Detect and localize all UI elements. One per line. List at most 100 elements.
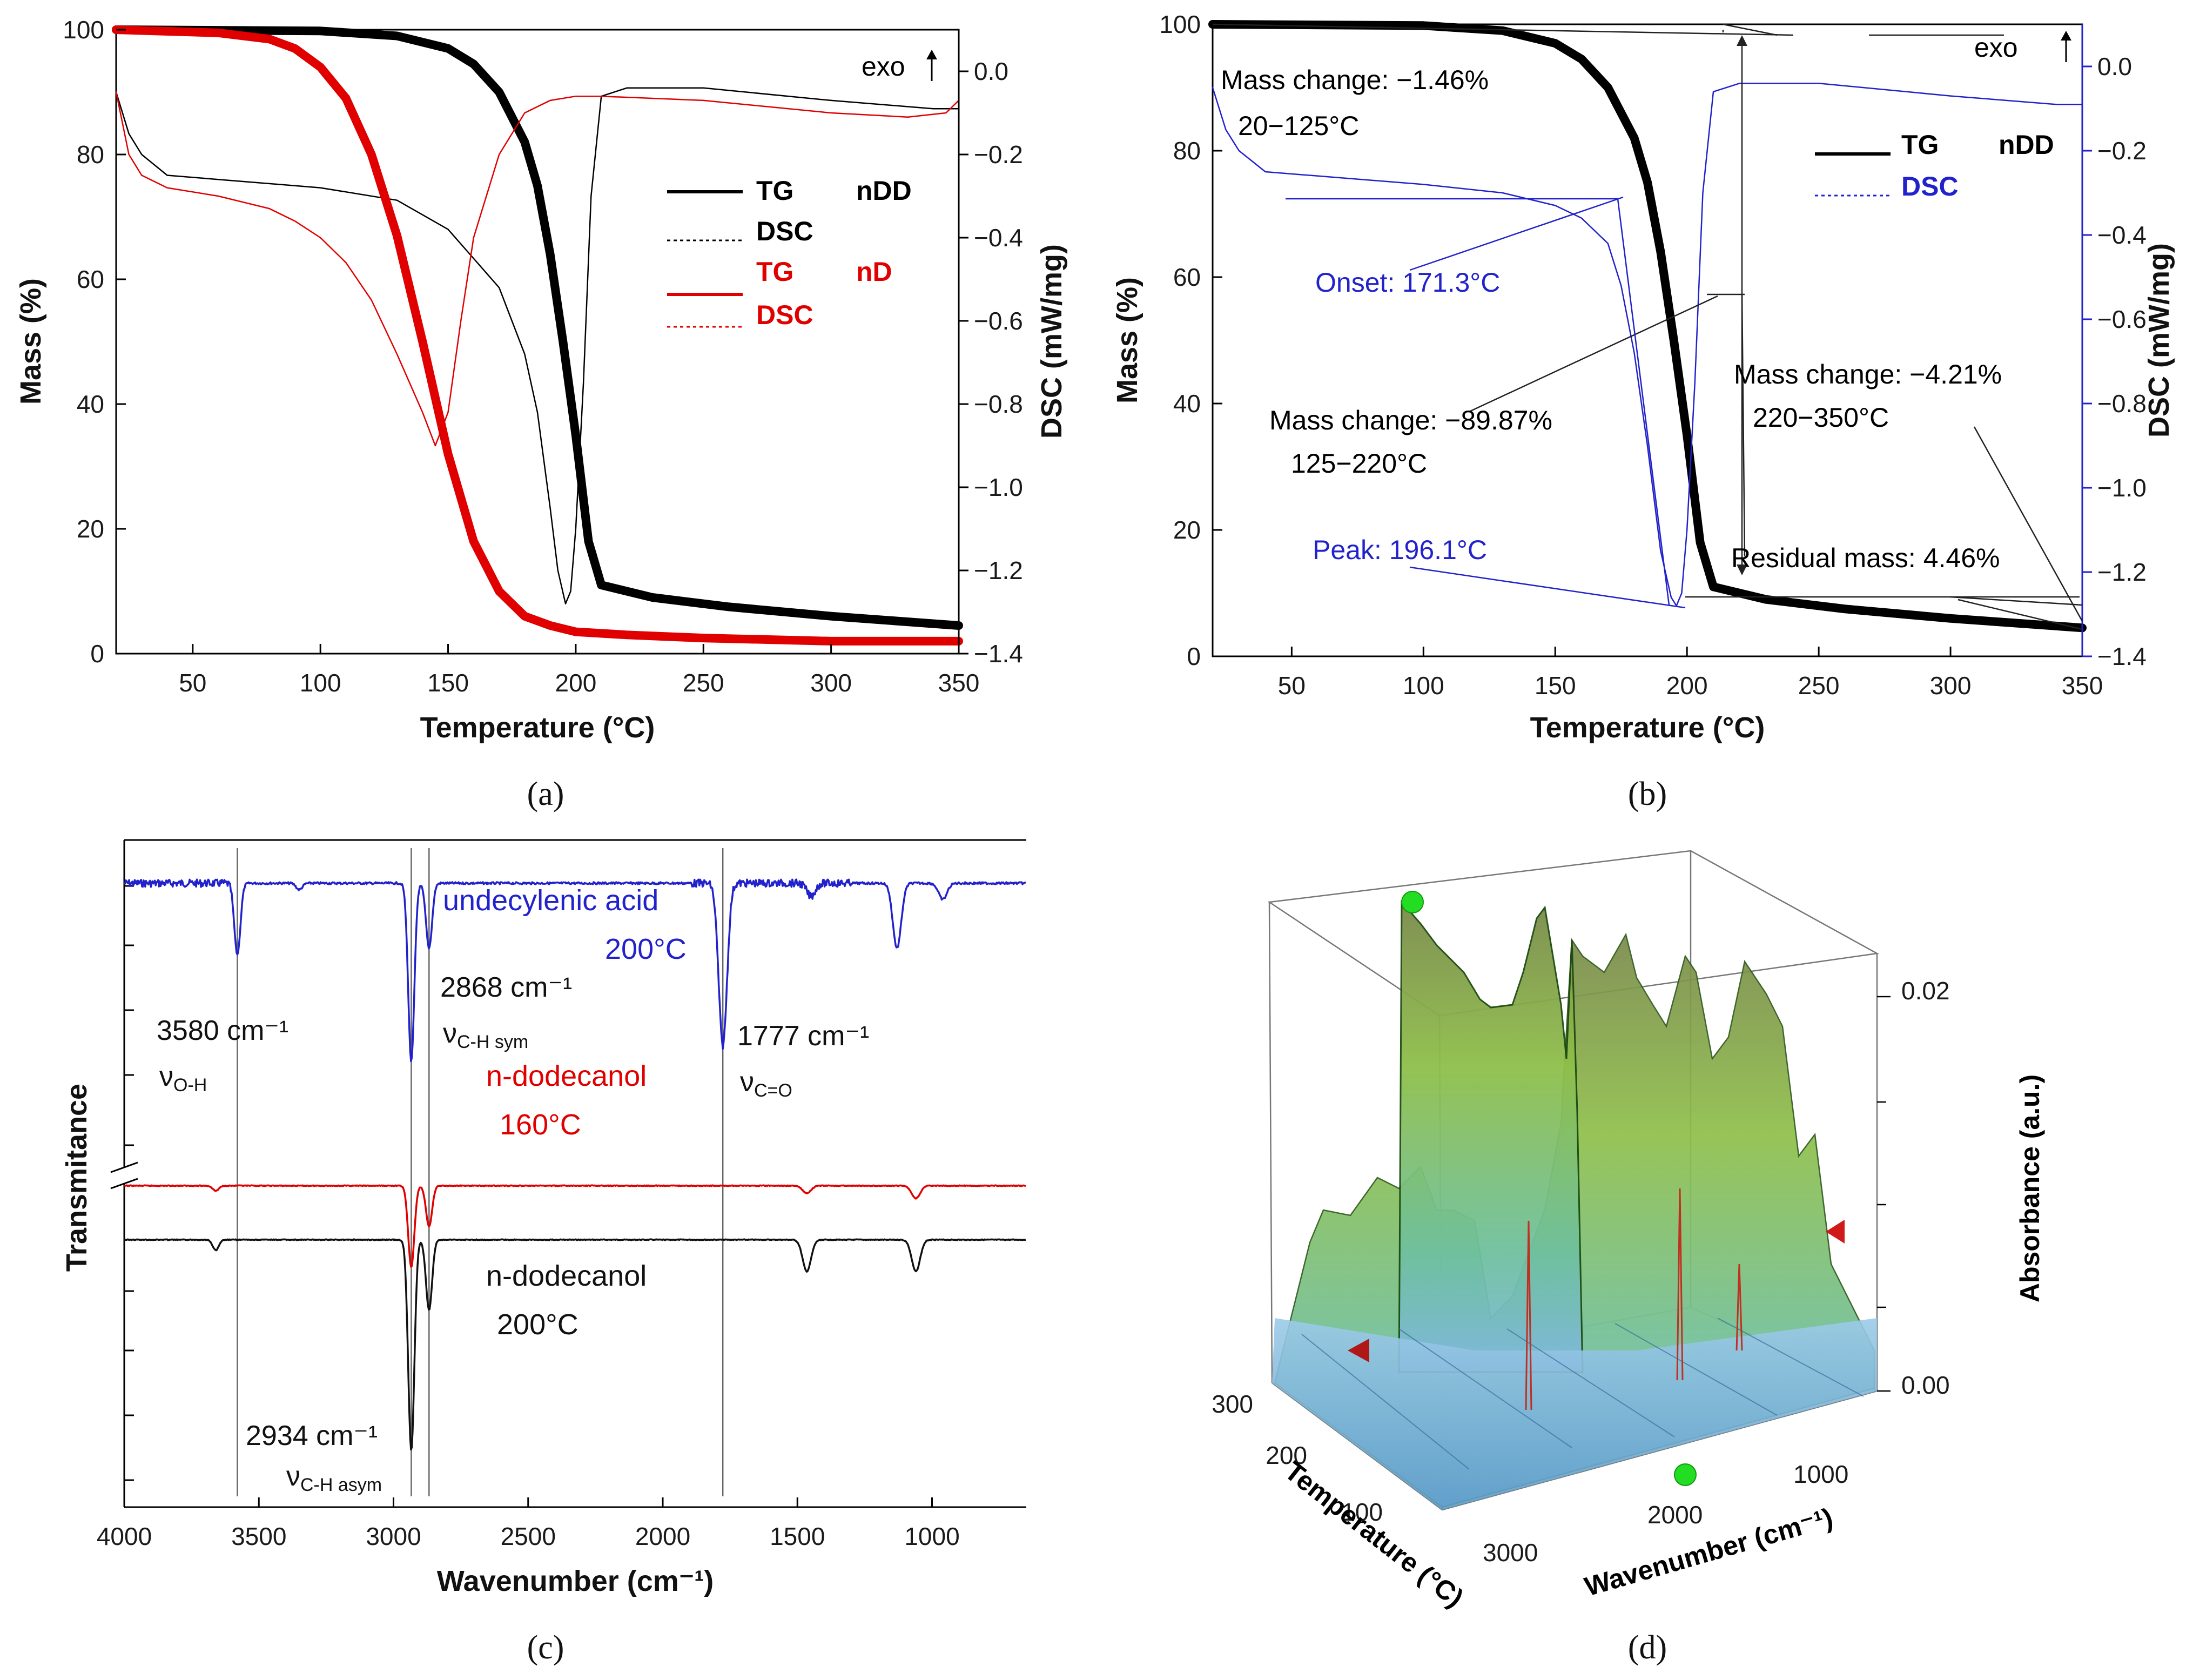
annotation-mass-change-3-b: Mass change: −4.21% [1734,359,2002,389]
marker-red-right-icon [1826,1220,1845,1244]
exo-label-a: exo [862,51,905,82]
surface-front-peak-d [1398,900,1584,1373]
y2-tick-0-6-a: −0.6 [974,307,1023,335]
y2-axis-label-b: DSC (mW/mg) [2143,243,2175,438]
series-label-dodecanol-200-c: n-dodecanol [486,1260,647,1292]
series-temp-dodecanol-160-c: 160°C [500,1108,581,1141]
x-tick-100-b: 100 [1403,671,1444,700]
y2-tick-0-8-b: −0.8 [2097,389,2147,418]
series-undecylenic-acid-200-c-c [124,878,1026,1063]
marker-label-3580-c: 3580 cm⁻¹ [157,1015,288,1046]
series-temp-undecylenic-c: 200°C [605,933,687,965]
caption-d: (d) [1628,1629,1667,1666]
y2-tick-1-0-b: −1.0 [2097,474,2147,502]
legend-label-dsc-nd-a: DSC [756,300,813,330]
legend-label-tg-nd-a: TG [756,257,793,287]
z-axis-label-d: Absorbance (a.u.) [2015,1074,2045,1302]
y2-tick-0-4-a: −0.4 [974,224,1023,252]
y2-tick-0-8-a: −0.8 [974,390,1023,418]
y-tick-200-d: 200 [1266,1441,1307,1469]
y-tick-80-b: 80 [1173,137,1201,165]
marker-green-bottom-icon [1674,1463,1697,1486]
y2-tick-0-0-a: 0.0 [974,57,1008,85]
series-temp-dodecanol-200-c: 200°C [497,1308,578,1341]
chart-b: 50 100 150 200 250 300 350 0 20 40 60 80 100 −1.4 −1… [1111,10,2175,812]
axis-break-icon-c [110,1161,138,1190]
y2-tick-0-2-a: −0.2 [974,140,1023,169]
chart-a: 50 100 150 200 250 300 350 0 20 40 60 80 100 −1.4 −1… [15,16,1068,812]
y2-tick-1-4-a: −1.4 [974,640,1023,668]
x-axis-label-b: Temperature (°C) [1530,711,1765,744]
y2-tick-1-2-a: −1.2 [974,556,1023,584]
x-tick-250-a: 250 [683,669,724,697]
y-tick-20-b: 20 [1173,516,1201,544]
x-tick-50-b: 50 [1278,671,1306,700]
x-tick-3000-d: 3000 [1483,1538,1538,1567]
x-tick-2500-c: 2500 [501,1522,556,1550]
y-axis-label-b: Mass (%) [1111,277,1143,404]
plot-frame-a [115,29,960,655]
x-axis-label-d: Wavenumber (cm⁻¹) [1582,1502,1837,1602]
x-tick-3000-c: 3000 [366,1522,421,1550]
x-axis-label-c: Wavenumber (cm⁻¹) [437,1565,714,1597]
series-dsc-ndd-a [115,87,960,604]
x-tick-200-b: 200 [1666,671,1708,700]
annotation-range-2-b: 125−220°C [1291,448,1427,479]
legend-sample-ndd-b: nDD [1999,130,2054,160]
y2-tick-1-4-b: −1.4 [2097,642,2147,670]
vib-chsym-c: νC-H sym [443,1018,528,1052]
series-tg-ndd-a [112,25,963,630]
marker-green-top-icon [1401,891,1424,913]
y2-tick-0-2-b: −0.2 [2097,137,2147,165]
caption-b: (b) [1628,776,1667,812]
marker-red-left-icon [1348,1339,1369,1362]
legend-sample-nd-a: nD [856,257,892,287]
x-tick-1500-c: 1500 [770,1522,825,1550]
annotation-onset-b: Onset: 171.3°C [1315,267,1500,298]
series-label-undecylenic-c: undecylenic acid [443,884,658,917]
series-dsc-nd-a [115,91,960,447]
y-axis-label-c: Transmitance [60,1084,93,1272]
y-tick-300-d: 300 [1212,1390,1253,1418]
y-tick-100-b: 100 [1159,10,1201,38]
y-tick-60-b: 60 [1173,263,1201,291]
legend-sample-ndd-a: nDD [856,176,912,206]
marker-label-1777-c: 1777 cm⁻¹ [737,1020,869,1052]
x-tick-2000-d: 2000 [1647,1501,1703,1529]
x-tick-100-a: 100 [300,669,341,697]
plot-area-c [110,839,1026,1508]
exo-label-b: exo [1974,32,2018,63]
vib-oh-c: νO-H [159,1061,207,1096]
y-tick-0-b: 0 [1187,642,1201,670]
y-tick-20-a: 20 [77,515,104,543]
series-n-dodecanol-160-c-c [124,1184,1026,1268]
series-dsc-ndd-b [1212,82,2083,607]
y2-axis-label-a: DSC (mW/mg) [1035,244,1068,439]
x-tick-150-b: 150 [1535,671,1576,700]
x-tick-1000-d: 1000 [1793,1460,1848,1488]
x-tick-4000-c: 4000 [97,1522,152,1550]
annotation-mass-change-2-b: Mass change: −89.87% [1269,405,1552,435]
legend-label-tg-ndd-b: TG [1901,130,1939,160]
y2-tick-1-2-b: −1.2 [2097,558,2147,586]
legend-label-tg-ndd-a: TG [756,176,793,206]
exo-arrow-icon-b [2061,31,2071,62]
y-tick-40-b: 40 [1173,389,1201,418]
x-tick-300-a: 300 [810,669,852,697]
annotation-residual-b: Residual mass: 4.46% [1731,543,2000,573]
annotation-range-1-b: 20−125°C [1238,111,1359,141]
x-tick-350-b: 350 [2062,671,2103,700]
chart-d: 0.02 0.00 Absorbance (a.u.) 300 200 100 … [1212,850,2045,1666]
x-tick-2000-c: 2000 [635,1522,690,1550]
surface-plot-d [1267,850,1879,1511]
y2-tick-0-4-b: −0.4 [2097,221,2147,249]
vib-chasym-c: νC-H asym [286,1461,382,1495]
caption-c: (c) [527,1629,564,1666]
x-axis-label-a: Temperature (°C) [420,711,655,744]
legend-b: TG nDD DSC [1815,130,2054,201]
annotation-range-3-b: 220−350°C [1753,402,1889,433]
series-tg-nd-a [112,25,963,646]
x-tick-3500-c: 3500 [231,1522,286,1550]
surface-blue-base-d [1272,1318,1877,1510]
y2-tick-0-6-b: −0.6 [2097,305,2147,333]
